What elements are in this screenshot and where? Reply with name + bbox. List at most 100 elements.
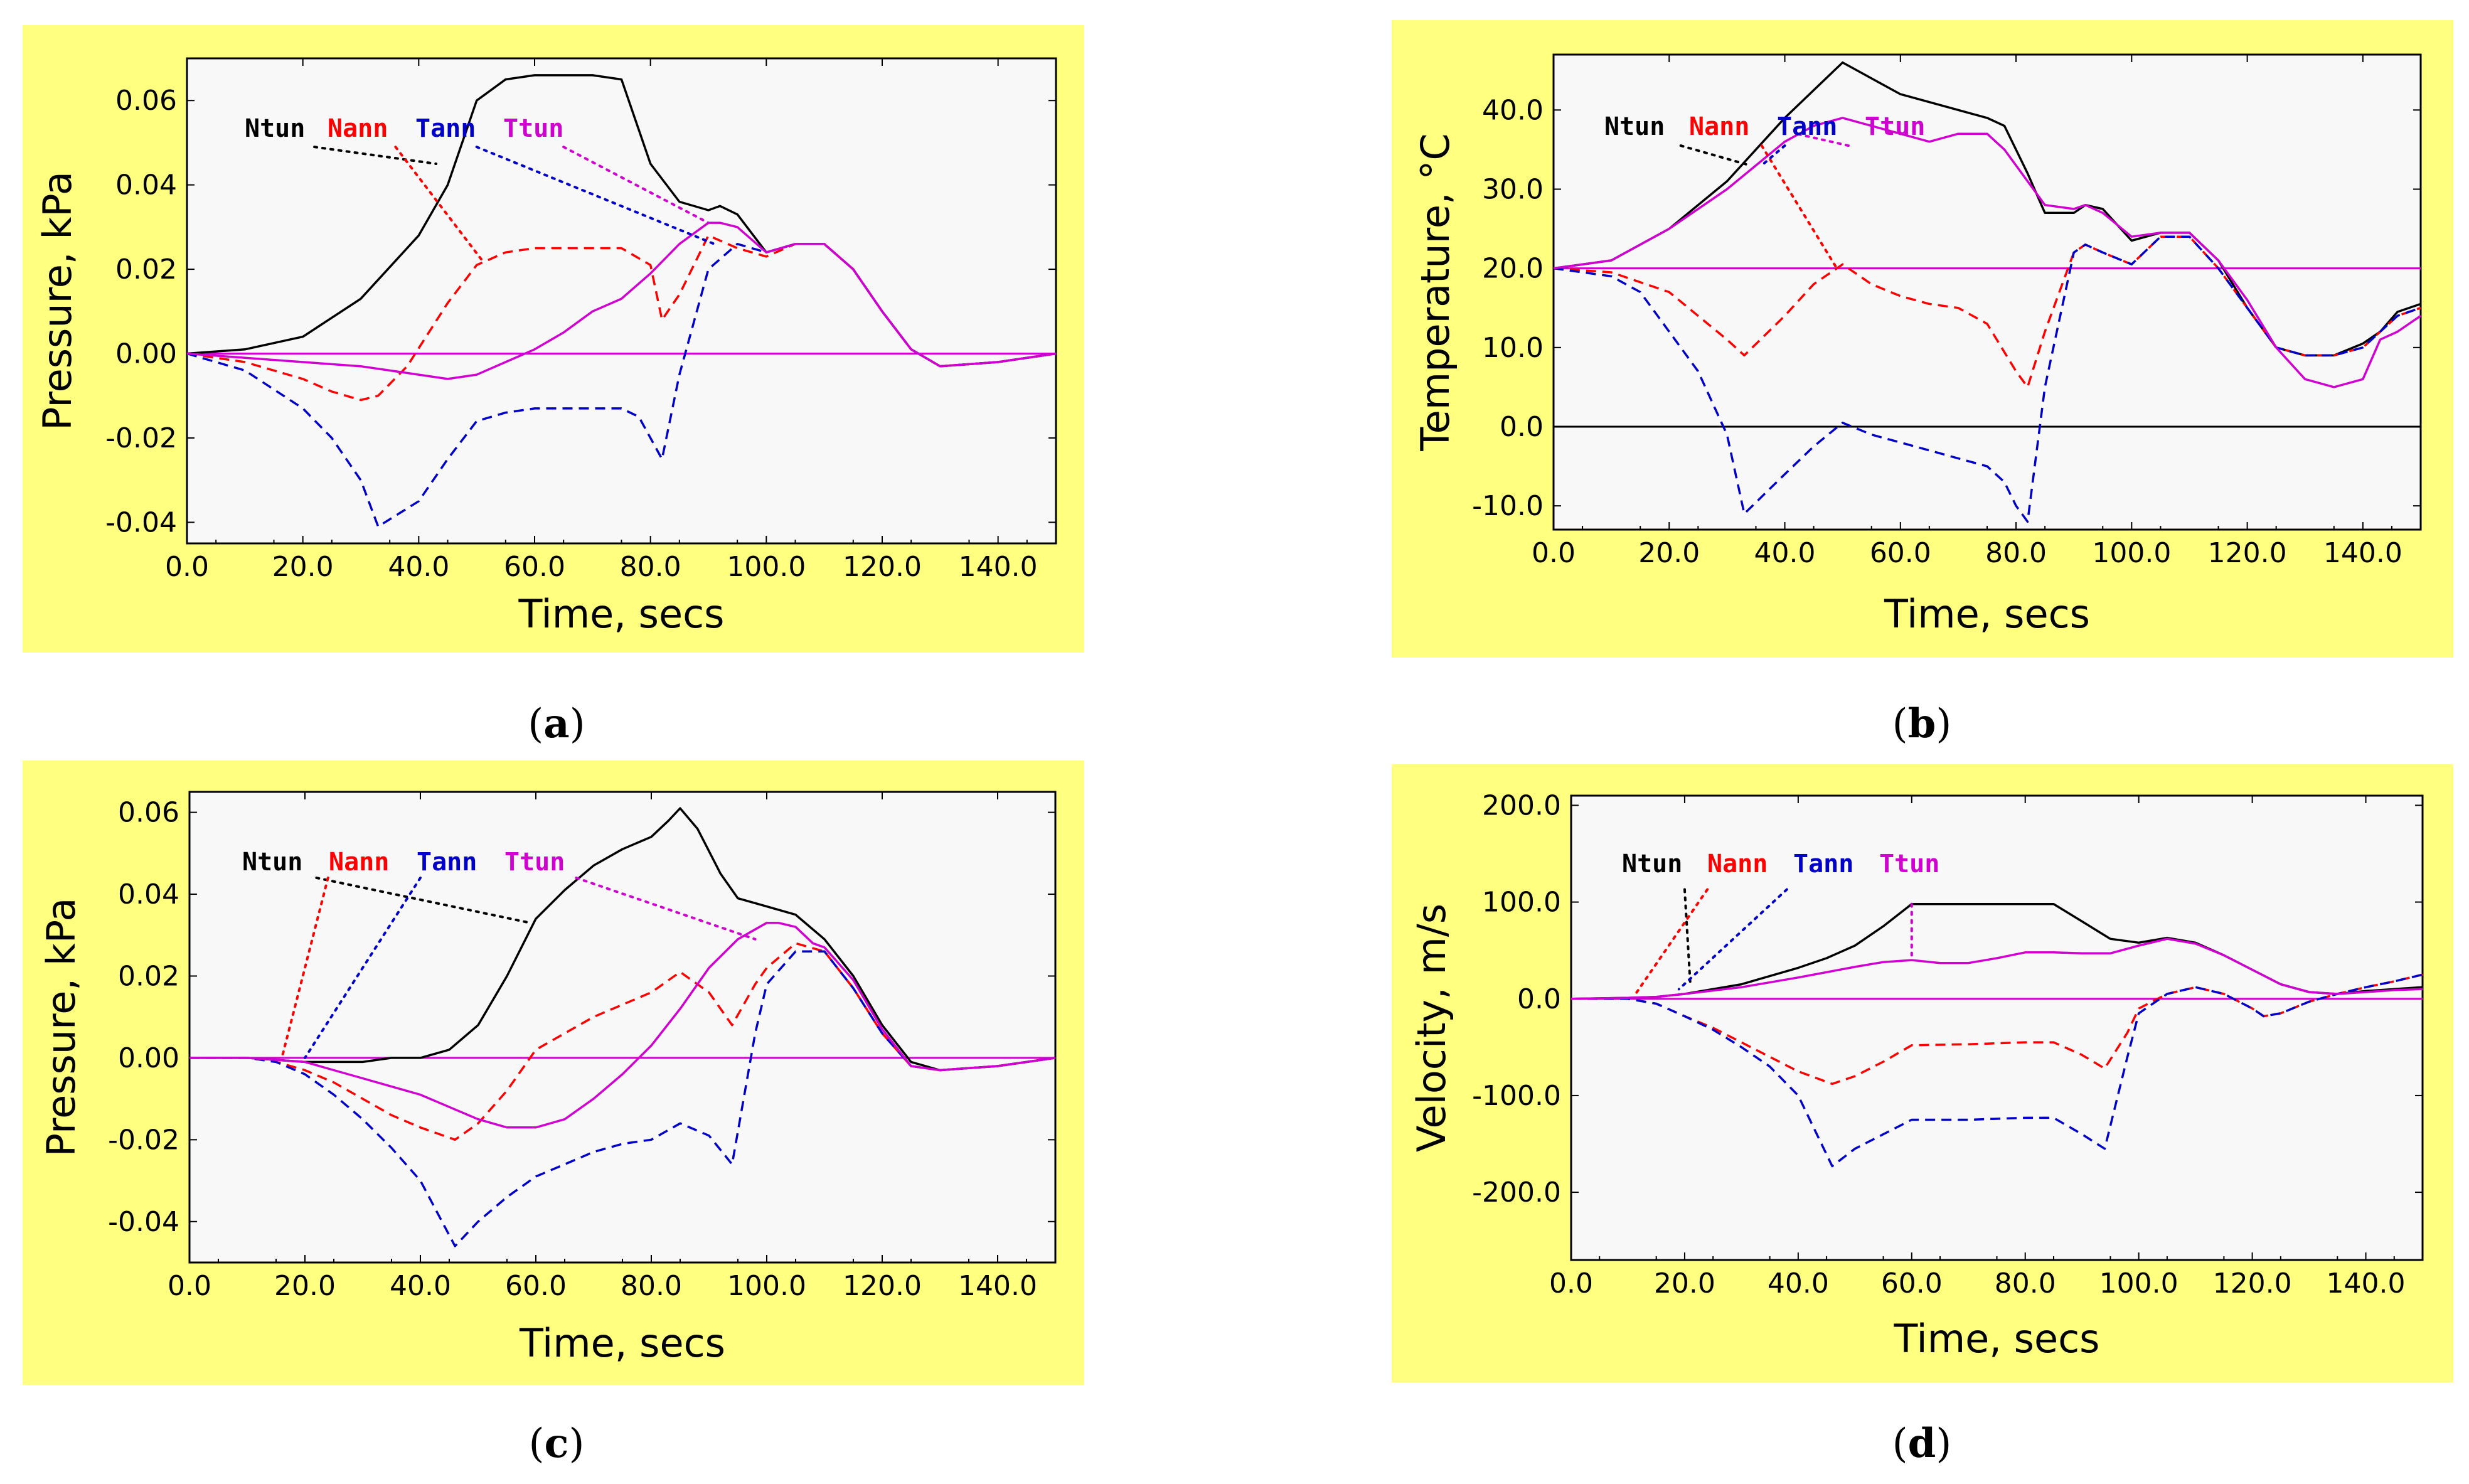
- x-tick-label: 120.0: [2208, 537, 2287, 569]
- legend-ttun: Ttun: [504, 848, 565, 877]
- x-tick-label: 100.0: [2092, 537, 2171, 569]
- series-line-ttun: [186, 222, 1057, 380]
- legend-ntun: Ntun: [1622, 850, 1682, 878]
- x-tick-label: 0.0: [1532, 537, 1576, 569]
- x-tick-label: 80.0: [620, 551, 681, 583]
- legend-tann: Tann: [1777, 112, 1837, 141]
- y-tick-label: 0.06: [118, 797, 179, 829]
- leader-line-ntun: [1683, 888, 1692, 986]
- legend-ttun: Ttun: [1879, 850, 1939, 878]
- x-tick-label: 40.0: [390, 1270, 451, 1302]
- leader-line-ntun: [1679, 144, 1752, 167]
- series-line-nann: [1571, 973, 2423, 1086]
- y-tick-label: 10.0: [1482, 332, 1544, 364]
- y-tick-label: 0.02: [115, 254, 177, 286]
- x-tick-label: 80.0: [1985, 537, 2047, 569]
- x-tick-label: 140.0: [959, 551, 1038, 583]
- x-axis-title: Time, secs: [518, 591, 725, 637]
- x-tick-label: 140.0: [958, 1270, 1037, 1302]
- y-tick-label: -10.0: [1472, 490, 1544, 522]
- y-tick-label: -100.0: [1472, 1080, 1561, 1112]
- x-tick-label: 120.0: [2213, 1268, 2292, 1300]
- panel-caption: (a): [528, 700, 585, 747]
- panel-caption: (d): [1892, 1420, 1952, 1467]
- series-line-tann: [189, 950, 1056, 1247]
- leader-line-tann: [1760, 144, 1786, 167]
- y-tick-label: -0.02: [105, 422, 177, 454]
- x-tick-label: 0.0: [165, 551, 209, 583]
- leader-line-tann: [475, 146, 716, 245]
- y-tick-label: 40.0: [1482, 94, 1544, 126]
- x-tick-label: 80.0: [1995, 1268, 2056, 1300]
- x-tick-label: 20.0: [274, 1270, 336, 1302]
- x-tick-label: 40.0: [1754, 537, 1816, 569]
- leader-line-nann: [1760, 144, 1838, 270]
- x-tick-label: 0.0: [1549, 1268, 1593, 1300]
- y-tick-label: 200.0: [1482, 789, 1561, 821]
- y-tick-label: 0.0: [1500, 411, 1544, 443]
- y-tick-label: 0.00: [115, 338, 177, 370]
- leader-line-ttun: [1794, 132, 1850, 147]
- leader-line-ttun: [575, 876, 757, 941]
- series-line-nann: [189, 942, 1056, 1141]
- legend-ntun: Ntun: [1604, 112, 1665, 141]
- x-axis-title: Time, secs: [1894, 1316, 2100, 1362]
- x-tick-label: 40.0: [388, 551, 449, 583]
- y-tick-label: 0.02: [118, 960, 179, 992]
- x-tick-label: 20.0: [1638, 537, 1700, 569]
- y-tick-label: 0.0: [1517, 983, 1561, 1015]
- x-tick-label: 120.0: [843, 1270, 922, 1302]
- chart-b: 0.0 20.0 40.0 60.0 80.0 100.0 120.0 140.0 -10.0 0…: [1392, 20, 2453, 747]
- chart-c: 0.0 20.0 40.0 60.0 80.0 100.0 120.0 140.0-0.04-…: [23, 761, 1084, 1467]
- x-tick-label: 100.0: [727, 551, 806, 583]
- series-line-ttun: [1570, 937, 2423, 1000]
- plot-area: [186, 57, 1057, 545]
- plot-area: [1552, 53, 2422, 531]
- y-tick-label: 0.04: [118, 878, 179, 910]
- series-line-ttun: [189, 921, 1056, 1129]
- y-tick-label: 0.04: [115, 169, 177, 201]
- leader-line-nann: [280, 876, 329, 1059]
- legend-ntun: Ntun: [242, 848, 302, 877]
- x-tick-label: 20.0: [1654, 1268, 1715, 1300]
- x-tick-label: 20.0: [272, 551, 334, 583]
- y-tick-label: 30.0: [1482, 173, 1544, 205]
- legend-tann: Tann: [415, 114, 476, 143]
- series-line-tann: [1553, 235, 2421, 523]
- y-tick-label: -0.04: [105, 506, 177, 538]
- legend-tann: Tann: [417, 848, 477, 877]
- leader-line-ntun: [315, 876, 531, 924]
- x-tick-label: 100.0: [2099, 1268, 2178, 1300]
- leader-line-nann: [394, 146, 484, 262]
- x-tick-label: 60.0: [1870, 537, 1931, 569]
- x-tick-label: 60.0: [504, 551, 565, 583]
- x-axis-title: Time, secs: [519, 1320, 725, 1366]
- x-tick-label: 120.0: [843, 551, 922, 583]
- legend-tann: Tann: [1793, 850, 1853, 878]
- chart-a: 0.0 20.0 40.0 60.0 80.0 100.0 120.0 140.0-0.04-…: [23, 25, 1084, 747]
- legend-ttun: Ttun: [1865, 112, 1925, 141]
- y-tick-label: 0.00: [118, 1042, 179, 1074]
- legend-ntun: Ntun: [245, 114, 305, 143]
- series-line-ttun: [1553, 117, 2421, 388]
- x-tick-label: 40.0: [1768, 1268, 1829, 1300]
- series-line-ntun: [189, 807, 1056, 1072]
- y-tick-label: -0.02: [108, 1124, 179, 1156]
- y-tick-label: -0.04: [108, 1206, 179, 1238]
- x-tick-label: 140.0: [2327, 1268, 2406, 1300]
- chart-d: 0.0 20.0 40.0 60.0 80.0 100.0 120.0 140.0 -200.0…: [1392, 764, 2453, 1467]
- y-tick-label: -200.0: [1472, 1177, 1561, 1209]
- x-tick-label: 80.0: [621, 1270, 682, 1302]
- leader-line-tann: [304, 876, 422, 1059]
- x-tick-label: 60.0: [1881, 1268, 1943, 1300]
- y-axis-title: Velocity, m/s: [1409, 904, 1454, 1152]
- leader-line-ttun: [562, 146, 710, 225]
- y-axis-title: Temperature, °C: [1412, 133, 1458, 451]
- leader-line-nann: [1632, 888, 1709, 998]
- x-tick-label: 60.0: [505, 1270, 567, 1302]
- legend-nann: Nann: [1689, 112, 1749, 141]
- y-tick-label: 0.06: [115, 85, 177, 117]
- panel-caption: (c): [529, 1420, 585, 1467]
- x-axis-title: Time, secs: [1884, 591, 2090, 637]
